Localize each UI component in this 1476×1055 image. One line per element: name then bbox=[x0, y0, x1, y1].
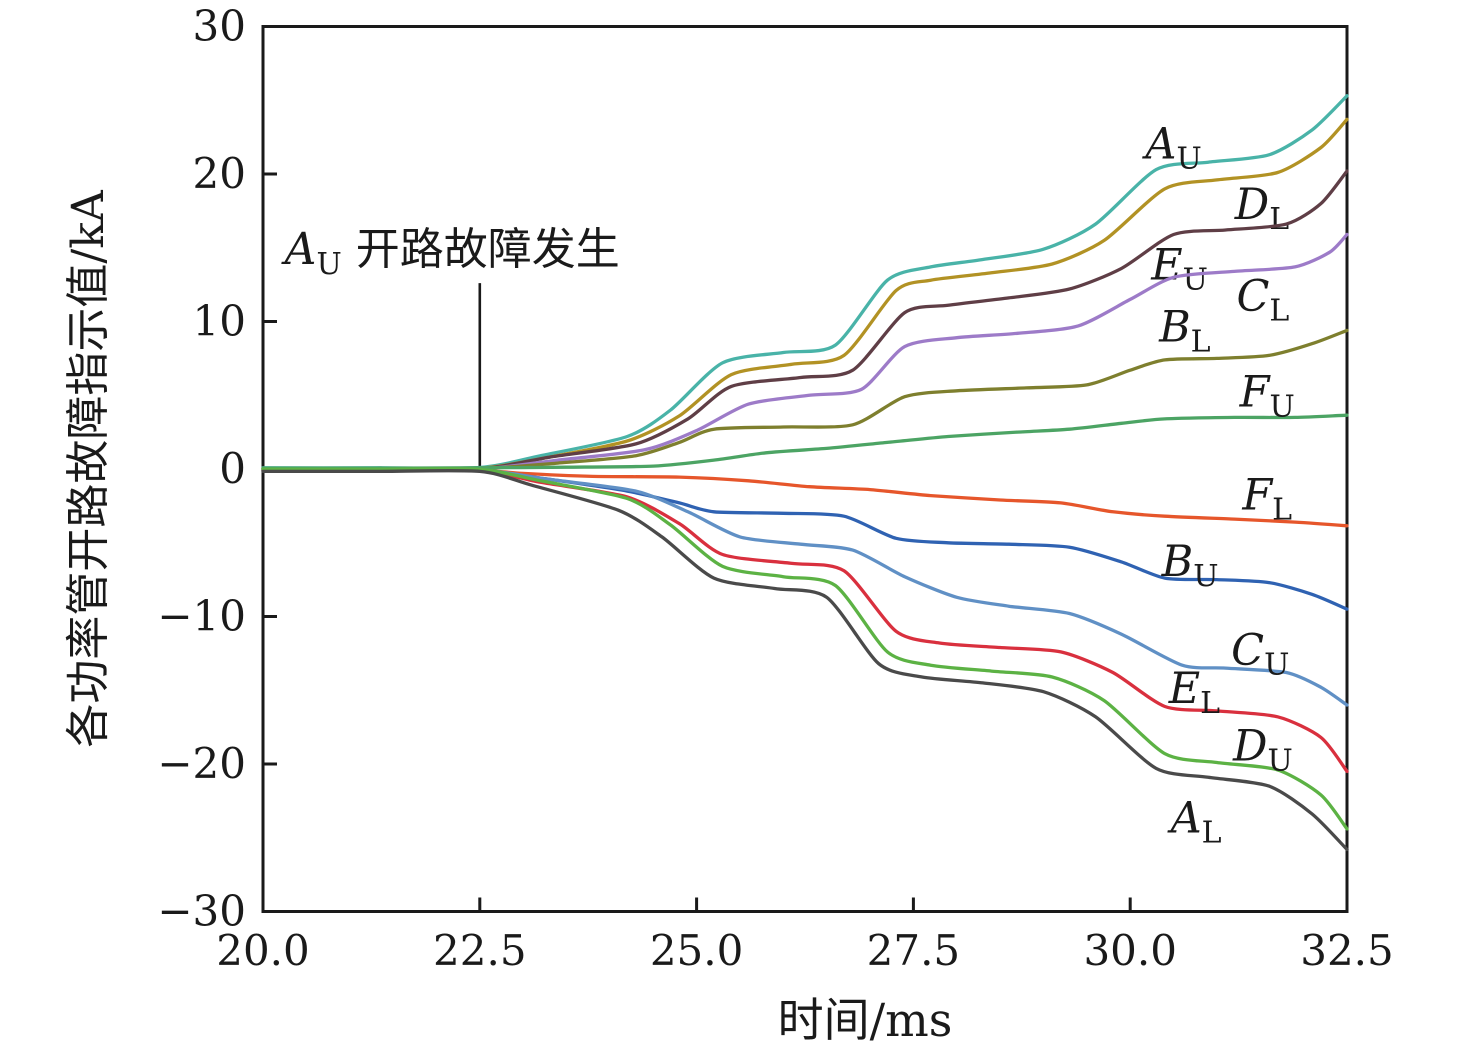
curve-label-F_U: FU bbox=[1239, 367, 1295, 424]
curve-label-C_L: CL bbox=[1236, 271, 1289, 328]
curve-A_L bbox=[261, 468, 1349, 852]
x-axis-title: 时间/ms bbox=[778, 993, 953, 1047]
x-tick-label: 20.0 bbox=[216, 926, 310, 975]
curve-label-D_L: DL bbox=[1234, 180, 1289, 237]
x-tick-label: 27.5 bbox=[867, 926, 961, 975]
curve-F_U bbox=[261, 413, 1349, 470]
curve-label-E_L: EL bbox=[1168, 664, 1220, 721]
y-tick-label: 20 bbox=[193, 149, 246, 198]
curve-label-D_U: DU bbox=[1232, 721, 1293, 778]
curve-label-E_U: EU bbox=[1150, 240, 1208, 297]
x-tick-label: 32.5 bbox=[1300, 926, 1394, 975]
curve-F_L bbox=[261, 468, 1349, 528]
curve-label-A_U: AU bbox=[1141, 120, 1201, 177]
curve-A_U bbox=[261, 94, 1349, 470]
y-tick-label: 10 bbox=[193, 297, 246, 346]
y-tick-label: −30 bbox=[157, 887, 246, 936]
y-tick-label: 30 bbox=[193, 2, 246, 51]
curve-D_U bbox=[261, 467, 1349, 831]
curve-label-B_U: BU bbox=[1161, 537, 1219, 594]
x-tick-label: 22.5 bbox=[433, 926, 527, 975]
x-tick-label: 30.0 bbox=[1083, 926, 1177, 975]
curve-E_U bbox=[261, 169, 1349, 472]
curve-label-B_L: BL bbox=[1158, 302, 1211, 359]
curve-label-A_L: AL bbox=[1167, 794, 1222, 851]
fault-annotation-text: AU 开路故障发生 bbox=[281, 224, 620, 282]
curve-label-C_U: CU bbox=[1231, 625, 1289, 682]
y-tick-label: −20 bbox=[157, 739, 246, 788]
x-tick-label: 25.0 bbox=[650, 926, 744, 975]
y-tick-label: 0 bbox=[219, 444, 246, 493]
curve-label-F_L: FL bbox=[1241, 471, 1292, 528]
y-tick-label: −10 bbox=[157, 592, 246, 641]
y-axis-title: 各功率管开路故障指示值/kA bbox=[63, 189, 114, 747]
